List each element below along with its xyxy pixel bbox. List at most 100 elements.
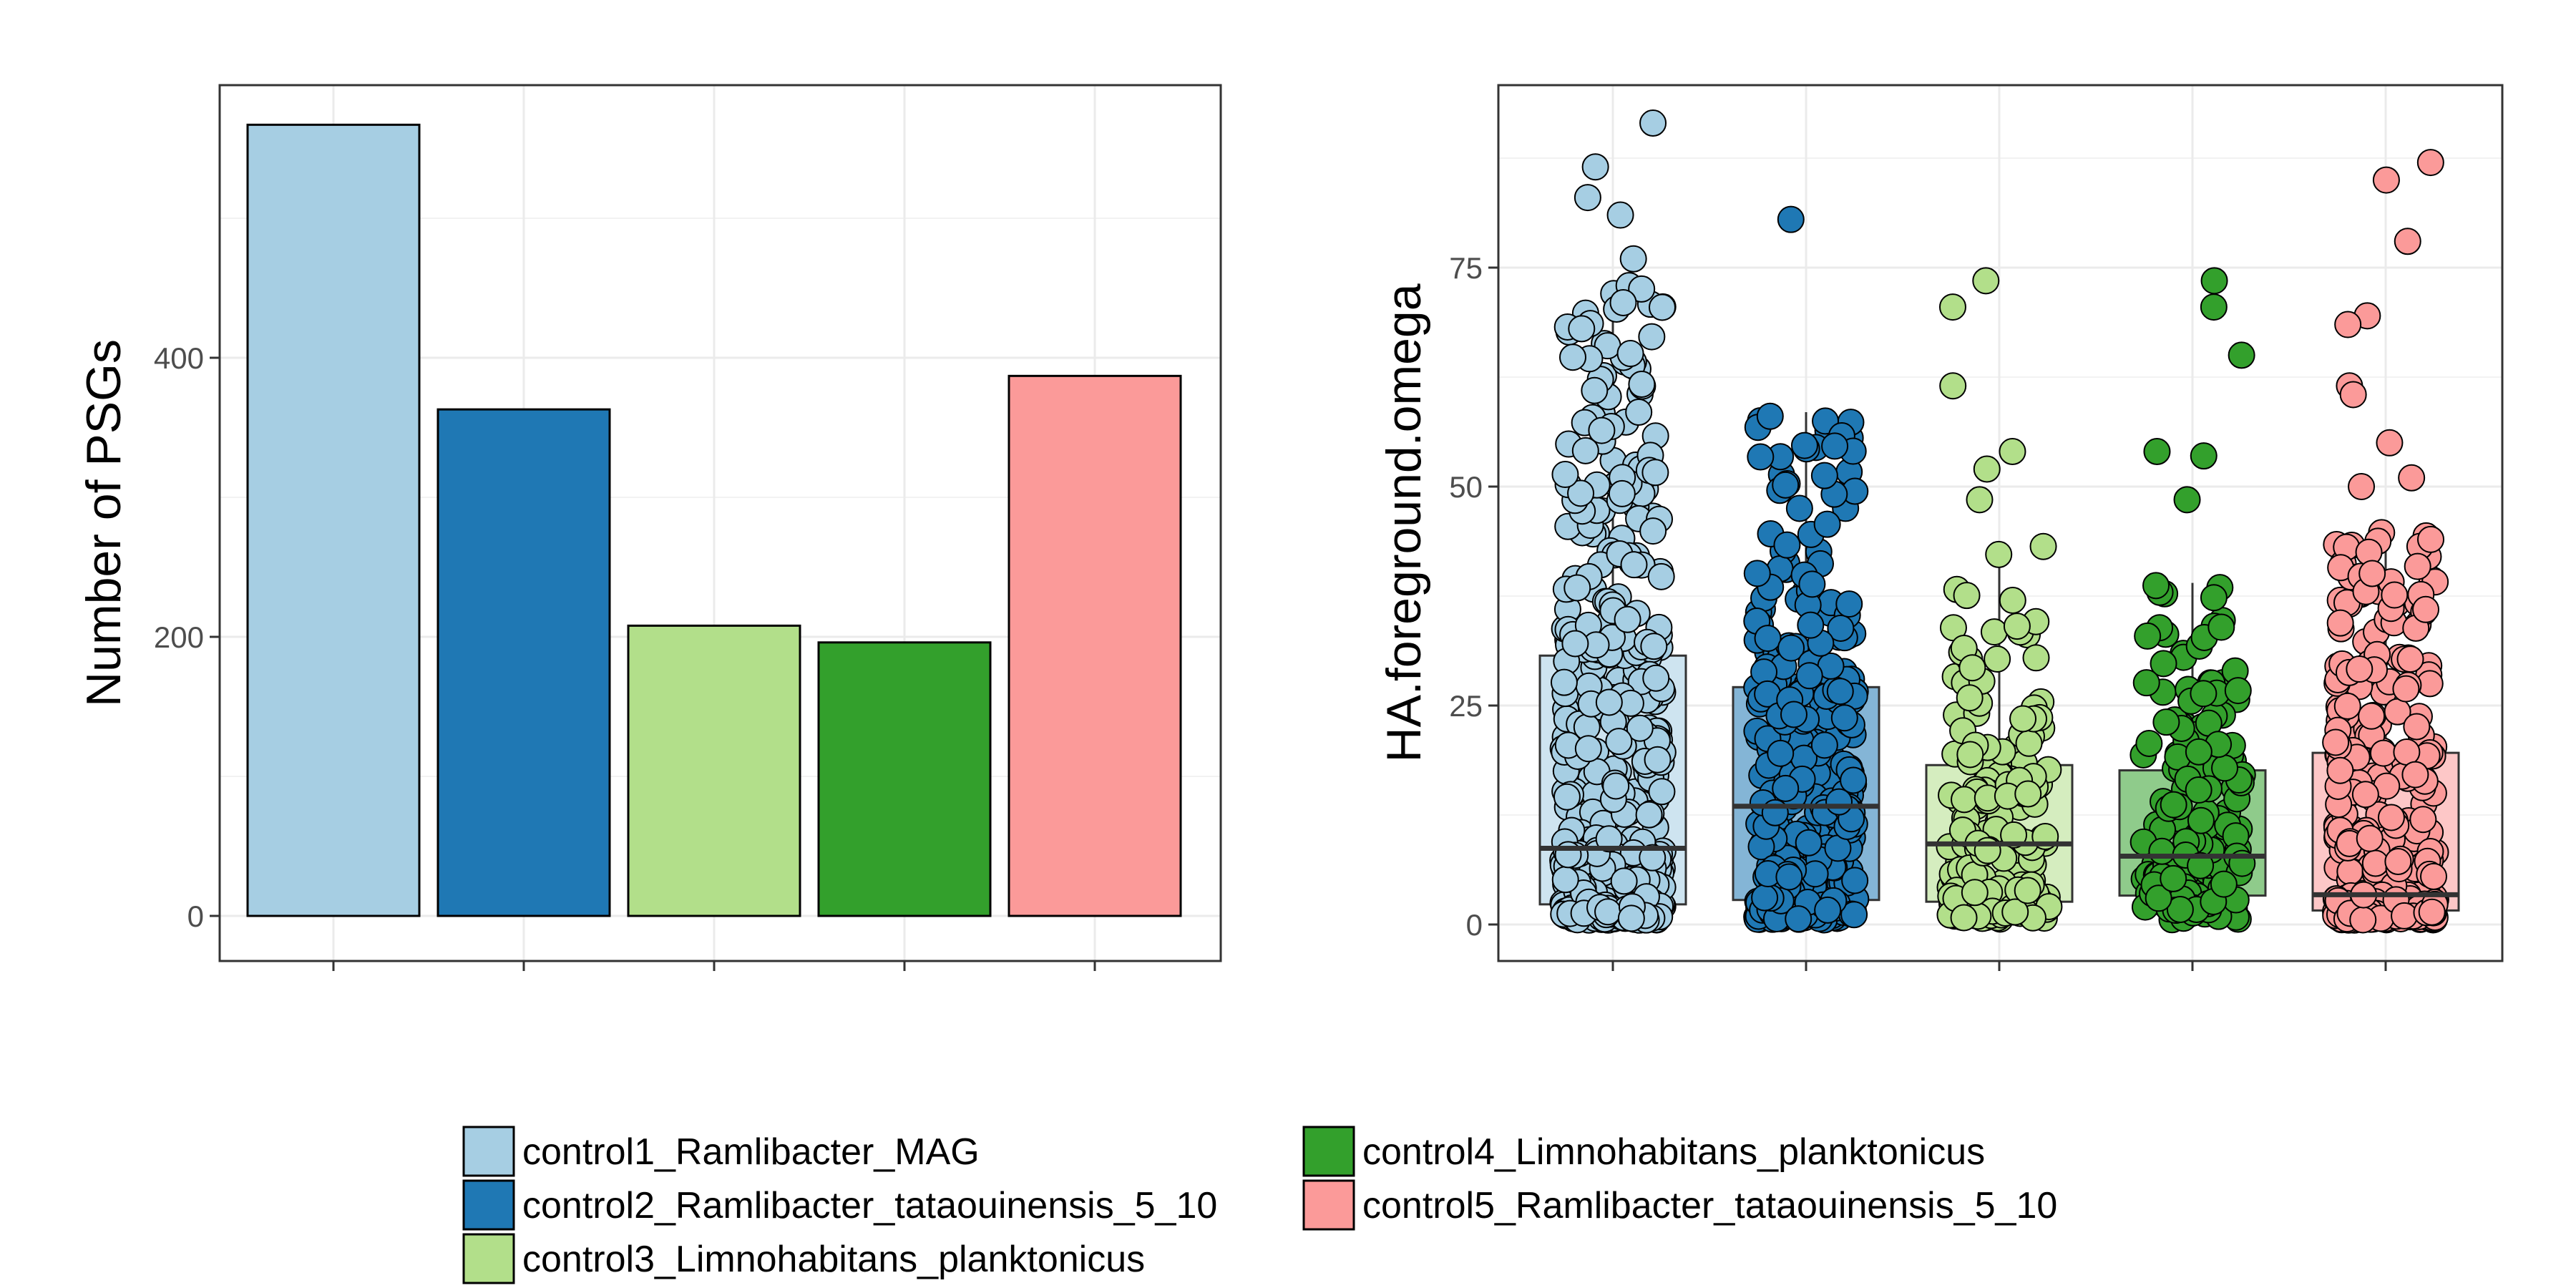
jitter-point (1610, 867, 1638, 895)
jitter-point (1648, 293, 1676, 321)
box-group (1925, 267, 2074, 933)
jitter-point (1595, 825, 1623, 853)
legend-swatch (462, 1179, 515, 1231)
jitter-point (1938, 293, 1966, 321)
jitter-point (1558, 343, 1586, 371)
jitter-point (2392, 675, 2420, 703)
jitter-point (2142, 572, 2170, 600)
jitter-point (1950, 904, 1978, 932)
jitter-point (2001, 898, 2029, 926)
jitter-point (2403, 713, 2431, 741)
jitter-point (2322, 728, 2350, 756)
jitter-point (2173, 486, 2201, 514)
jitter-point (1756, 402, 1784, 430)
jitter-point (1567, 479, 1595, 507)
jitter-point (1628, 275, 1656, 303)
jitter-point (2187, 806, 2215, 834)
jitter-point (1625, 399, 1653, 426)
jitter-point (1626, 714, 1654, 742)
legend-label: control3_Limnohabitans_planktonicus (522, 1239, 1145, 1280)
jitter-point (2393, 738, 2421, 766)
jitter-point (1747, 443, 1775, 471)
jitter-point (1785, 494, 1813, 522)
jitter-point (2160, 864, 2187, 892)
jitter-point (1571, 436, 1599, 464)
jitter-point (2009, 705, 2037, 733)
jitter-point (1644, 746, 1672, 774)
jitter-point (1772, 471, 1800, 499)
jitter-point (2349, 906, 2377, 934)
bar (817, 641, 992, 917)
jitter-point (2394, 228, 2421, 255)
jitter-point (2356, 824, 2384, 852)
jitter-point (2166, 896, 2194, 924)
jitter-point (1973, 455, 2001, 483)
bar (627, 624, 801, 917)
jitter-point (2190, 680, 2218, 708)
jitter-point (2015, 729, 2043, 757)
box-y-tick-label: 0 (1466, 908, 1483, 942)
jitter-point (2210, 870, 2238, 898)
jitter-point (2160, 791, 2187, 819)
jitter-point (1767, 739, 1795, 767)
jitter-point (1751, 884, 1779, 912)
jitter-point (1647, 562, 1675, 590)
jitter-point (1840, 766, 1868, 794)
jitter-point (2376, 429, 2404, 457)
jitter-point (2143, 438, 2171, 466)
jitter-point (1999, 586, 2026, 614)
jitter-point (2409, 806, 2437, 834)
jitter-point (1605, 728, 1633, 756)
legend-label: control2_Ramlibacter_tataouinensis_5_10 (522, 1185, 1217, 1226)
jitter-point (2152, 708, 2180, 736)
jitter-point (1588, 416, 1616, 444)
bar-axis: 0 200 400 (154, 341, 1096, 971)
jitter-point (1628, 370, 1656, 398)
jitter-point (1551, 866, 1579, 894)
jitter-point (2148, 837, 2176, 865)
jitter-point (2420, 862, 2448, 890)
jitter-point (2014, 780, 2042, 808)
jitter-point (2348, 473, 2376, 500)
jitter-point (1999, 438, 2026, 466)
jitter-point (1825, 788, 1853, 816)
jitter-point (1594, 898, 1622, 926)
jitter-point (1574, 184, 1601, 212)
jitter-point (1761, 799, 1789, 826)
jitter-point (1551, 461, 1579, 489)
bar-y-tick-label: 0 (187, 899, 204, 933)
jitter-point (2135, 729, 2163, 757)
jitter-point (2200, 267, 2228, 295)
box-y-axis-title: HA.foreground.omega (1377, 283, 1431, 762)
jitter-point (1777, 205, 1805, 233)
jitter-point (1563, 574, 1591, 602)
bar (246, 123, 421, 917)
jitter-point (2185, 738, 2212, 766)
legend-label: control5_Ramlibacter_tataouinensis_5_10 (1362, 1185, 2057, 1226)
legend-swatch (462, 1233, 515, 1284)
jitter-point (1798, 570, 1826, 598)
jitter-point (1581, 153, 1609, 181)
jitter-point (1581, 376, 1609, 404)
jitter-point (1795, 829, 1823, 857)
legend: control1_Ramlibacter_MAG control2_Ramliba… (462, 1126, 2057, 1284)
jitter-point (1827, 615, 1855, 643)
jitter-point (1638, 323, 1666, 351)
box-group (1538, 109, 1687, 934)
jitter-point (1980, 618, 2008, 646)
jitter-point (2014, 877, 2041, 904)
jitter-point (2224, 677, 2252, 705)
jitter-point (1617, 904, 1645, 932)
jitter-point (2412, 595, 2440, 623)
jitter-point (1939, 372, 1967, 400)
jitter-point (2200, 293, 2228, 321)
jitter-point (2200, 584, 2228, 612)
box-group (1732, 205, 1880, 934)
jitter-point (1550, 668, 1578, 696)
jitter-point (2336, 858, 2364, 886)
jitter-point (1814, 896, 1842, 924)
jitter-point (2361, 849, 2389, 877)
jitter-point (1813, 510, 1841, 538)
jitter-point (1821, 432, 1849, 460)
